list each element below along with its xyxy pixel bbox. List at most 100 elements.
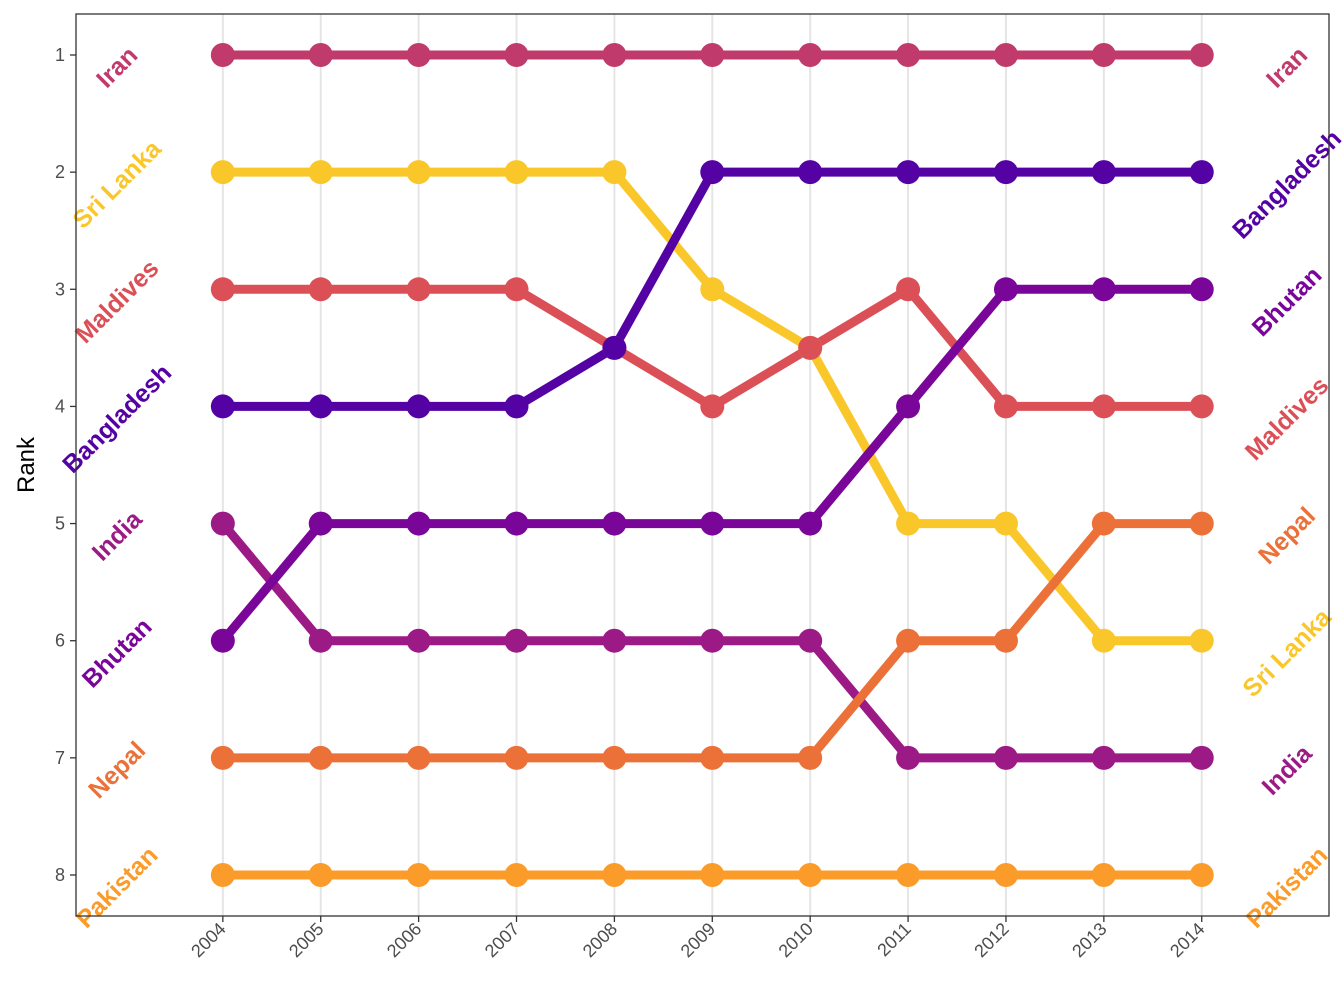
x-tick-label-2007: 2007 (481, 919, 523, 961)
point-bangladesh-2008 (602, 335, 627, 360)
point-maldives-2007 (504, 277, 529, 302)
point-bhutan-2010 (798, 511, 823, 536)
label-right-india: India (1257, 739, 1319, 801)
point-bhutan-2006 (406, 511, 431, 536)
point-bangladesh-2013 (1091, 160, 1116, 185)
point-iran-2010 (798, 43, 823, 67)
point-iran-2013 (1091, 43, 1116, 67)
point-india-2014 (1189, 745, 1214, 770)
point-bhutan-2005 (308, 511, 333, 536)
label-right-bangladesh: Bangladesh (1227, 124, 1344, 244)
x-tick-label-2013: 2013 (1068, 919, 1110, 961)
point-sri-lanka-2014 (1189, 628, 1214, 653)
y-tick-label-6: 6 (55, 631, 65, 651)
x-axis: 2004 2005 2006 2007 2008 2009 2010 2011 2012 2013… (187, 916, 1209, 961)
y-tick-label-8: 8 (55, 865, 65, 885)
y-tick-label-2: 2 (55, 162, 65, 182)
point-bangladesh-2004 (210, 394, 235, 419)
point-maldives-2011 (896, 277, 921, 302)
point-pakistan-2012 (993, 863, 1018, 887)
point-bhutan-2007 (504, 511, 529, 536)
point-nepal-2012 (993, 628, 1018, 653)
point-iran-2011 (896, 43, 921, 67)
point-maldives-2009 (700, 394, 725, 419)
y-tick-label-7: 7 (55, 748, 65, 768)
y-tick-label-3: 3 (55, 279, 65, 299)
point-india-2008 (602, 628, 627, 653)
point-india-2012 (993, 745, 1018, 770)
point-pakistan-2007 (504, 863, 529, 887)
y-tick-label-1: 1 (55, 45, 65, 65)
point-iran-2008 (602, 43, 627, 67)
label-left-bangladesh: Bangladesh (57, 359, 177, 479)
point-iran-2012 (993, 43, 1018, 67)
point-sri-lanka-2009 (700, 277, 725, 302)
point-iran-2014 (1189, 43, 1214, 67)
point-nepal-2010 (798, 745, 823, 770)
point-bangladesh-2007 (504, 394, 529, 419)
x-tick-label-2004: 2004 (187, 919, 229, 961)
point-pakistan-2008 (602, 863, 627, 887)
point-india-2005 (308, 628, 333, 653)
plot-panel-border (75, 13, 1330, 917)
point-india-2011 (896, 745, 921, 770)
point-bhutan-2008 (602, 511, 627, 536)
x-tick-label-2012: 2012 (970, 919, 1012, 961)
point-pakistan-2006 (406, 863, 431, 887)
point-maldives-2004 (210, 277, 235, 302)
label-left-sri-lanka: Sri Lanka (67, 134, 167, 234)
point-pakistan-2009 (700, 863, 725, 887)
label-left-iran: Iran (91, 41, 143, 93)
label-left-pakistan: Pakistan (71, 841, 164, 934)
label-left-maldives: Maldives (70, 254, 164, 348)
point-maldives-2012 (993, 394, 1018, 419)
series-points (210, 43, 1214, 887)
point-pakistan-2014 (1189, 863, 1214, 887)
point-india-2009 (700, 628, 725, 653)
point-pakistan-2011 (896, 863, 921, 887)
x-tick-label-2009: 2009 (677, 919, 719, 961)
point-pakistan-2010 (798, 863, 823, 887)
point-nepal-2013 (1091, 511, 1116, 536)
point-iran-2007 (504, 43, 529, 67)
point-pakistan-2004 (210, 863, 235, 887)
label-left-bhutan: Bhutan (77, 613, 158, 694)
point-bhutan-2012 (993, 277, 1018, 302)
point-sri-lanka-2012 (993, 511, 1018, 536)
point-iran-2005 (308, 43, 333, 67)
gridlines (221, 14, 1203, 916)
point-nepal-2007 (504, 745, 529, 770)
label-right-bhutan: Bhutan (1247, 261, 1328, 342)
point-india-2007 (504, 628, 529, 653)
point-bhutan-2013 (1091, 277, 1116, 302)
point-bangladesh-2010 (798, 160, 823, 185)
y-tick-label-5: 5 (55, 514, 65, 534)
label-left-india: India (87, 505, 149, 567)
point-bangladesh-2012 (993, 160, 1018, 185)
x-tick-label-2011: 2011 (873, 919, 915, 961)
point-nepal-2006 (406, 745, 431, 770)
point-bangladesh-2009 (700, 160, 725, 185)
y-axis: 1 2 3 4 5 6 7 8 (55, 45, 76, 885)
label-right-sri-lanka: Sri Lanka (1237, 603, 1337, 703)
point-india-2006 (406, 628, 431, 653)
point-nepal-2009 (700, 745, 725, 770)
point-sri-lanka-2006 (406, 160, 431, 185)
label-left-nepal: Nepal (83, 736, 151, 804)
point-iran-2009 (700, 43, 725, 67)
point-india-2004 (210, 511, 235, 536)
label-right-iran: Iran (1261, 41, 1313, 93)
x-tick-label-2014: 2014 (1166, 919, 1208, 961)
x-tick-label-2010: 2010 (775, 919, 817, 961)
right-series-labels: Iran Sri Lanka Maldives Bangladesh India Bhut… (1227, 41, 1344, 933)
point-nepal-2008 (602, 745, 627, 770)
y-axis-title: Rank (13, 436, 40, 493)
point-pakistan-2013 (1091, 863, 1116, 887)
point-iran-2006 (406, 43, 431, 67)
x-tick-label-2008: 2008 (579, 919, 621, 961)
point-bangladesh-2014 (1189, 160, 1214, 185)
point-maldives-2014 (1189, 394, 1214, 419)
point-sri-lanka-2013 (1091, 628, 1116, 653)
point-iran-2004 (210, 43, 235, 67)
label-right-pakistan: Pakistan (1241, 841, 1334, 934)
